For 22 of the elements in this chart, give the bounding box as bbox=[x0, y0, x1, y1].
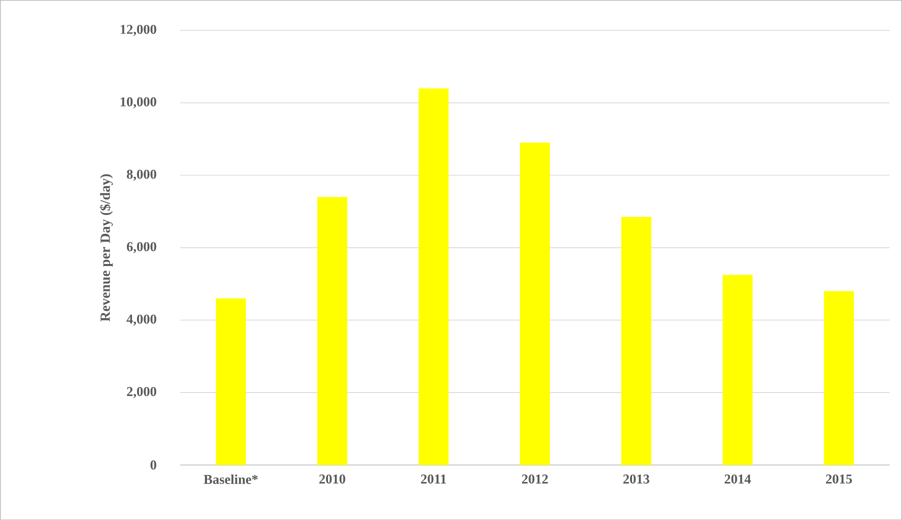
bar bbox=[418, 88, 449, 465]
x-tick-label: 2013 bbox=[623, 474, 650, 484]
y-axis-title: Revenue per Day ($/day) bbox=[100, 174, 113, 322]
x-tick-label: 2010 bbox=[319, 474, 346, 484]
x-tick-label: 2014 bbox=[724, 474, 751, 484]
x-tick-label: 2011 bbox=[421, 474, 446, 484]
bar bbox=[520, 142, 550, 465]
bar bbox=[824, 290, 854, 465]
bar bbox=[317, 196, 348, 465]
bar bbox=[216, 298, 246, 465]
y-tick-label: 12,000 bbox=[120, 24, 156, 36]
y-tick-label: 0 bbox=[150, 460, 156, 470]
y-tick-label: 8,000 bbox=[126, 170, 156, 181]
x-tick-label: 2012 bbox=[522, 474, 548, 484]
x-tick-label: Baseline* bbox=[204, 474, 258, 484]
bar bbox=[722, 274, 753, 465]
y-tick-label: 10,000 bbox=[120, 97, 156, 108]
y-tick-label: 4,000 bbox=[126, 314, 156, 326]
x-tick-label: 2015 bbox=[826, 474, 852, 484]
y-tick-label: 6,000 bbox=[126, 242, 156, 254]
y-tick-label: 2,000 bbox=[126, 386, 156, 398]
bar bbox=[621, 216, 652, 465]
